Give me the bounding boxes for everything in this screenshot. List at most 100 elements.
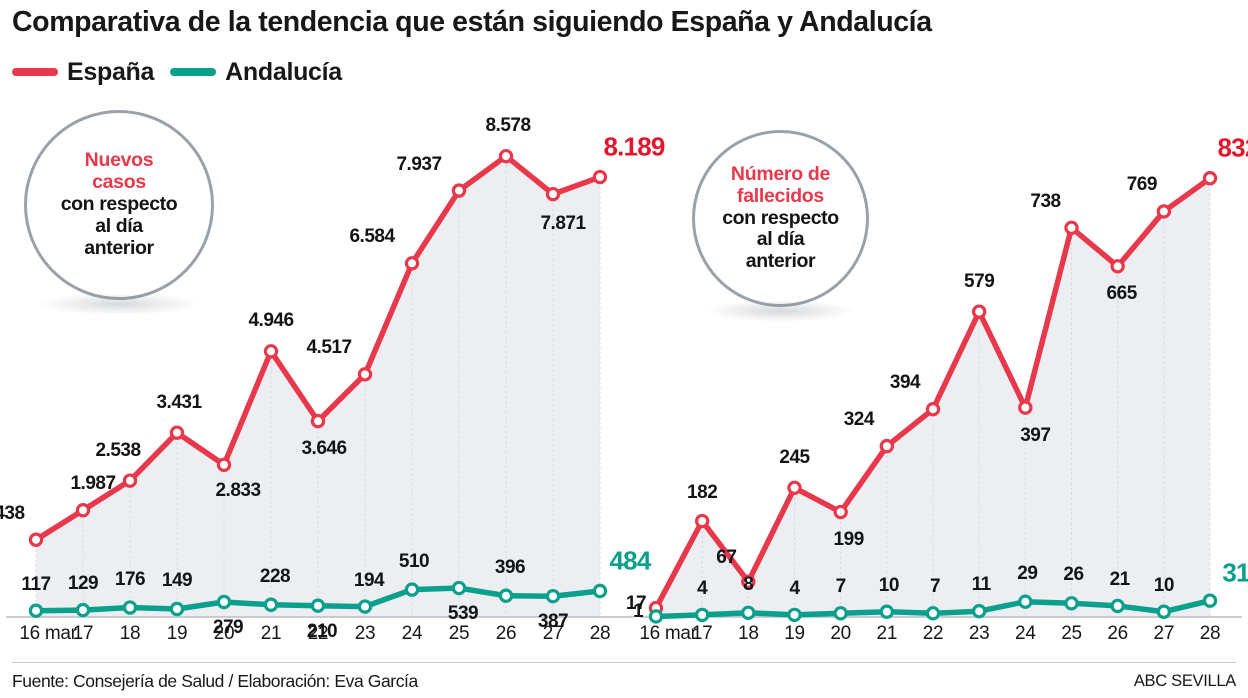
data-point-marker[interactable] [971, 604, 987, 619]
badge-line-5: anterior [745, 250, 816, 273]
x-axis-tick-label: 20 [213, 623, 235, 644]
data-point-marker[interactable] [545, 589, 561, 604]
data-label: 1.987 [70, 473, 116, 495]
data-point-marker[interactable] [169, 425, 185, 440]
data-point-marker[interactable] [169, 601, 185, 617]
data-label: 176 [114, 568, 146, 590]
data-label: 199 [833, 529, 865, 551]
data-point-marker[interactable] [122, 473, 138, 488]
data-point-marker[interactable] [75, 602, 91, 618]
data-point-marker[interactable] [122, 600, 138, 615]
data-point-marker[interactable] [694, 513, 710, 529]
data-point-marker[interactable] [1064, 220, 1079, 235]
data-label: 4.517 [306, 337, 352, 359]
legend-item-espana: España [12, 58, 154, 87]
data-point-marker[interactable] [1064, 596, 1079, 611]
data-point-marker[interactable] [787, 607, 802, 623]
x-axis-tick-label: 24 [401, 623, 423, 644]
data-label: 8.189 [603, 131, 665, 162]
badge-line-3: con respecto [722, 206, 839, 229]
data-point-marker[interactable] [310, 598, 326, 613]
data-label: 11 [971, 574, 992, 596]
data-label: 7 [835, 576, 847, 598]
data-point-marker[interactable] [741, 605, 756, 620]
data-label: 665 [1106, 283, 1138, 305]
data-label: 4.946 [248, 310, 294, 332]
badge-line-2: fallecidos [737, 184, 824, 207]
data-point-marker[interactable] [1018, 400, 1033, 415]
x-axis-tick-label: 18 [119, 623, 141, 644]
data-points-espana [28, 148, 608, 547]
data-point-marker[interactable] [879, 604, 895, 619]
data-point-marker[interactable] [357, 599, 373, 614]
data-point-marker[interactable] [28, 532, 44, 547]
data-point-marker[interactable] [1018, 594, 1033, 609]
data-label: 2.833 [215, 479, 261, 501]
chart-svg-nuevos-casos [6, 148, 634, 618]
chart-legend: España Andalucía [12, 55, 342, 89]
data-point-marker[interactable] [216, 457, 232, 472]
data-point-marker[interactable] [216, 594, 232, 610]
data-point-marker[interactable] [1110, 259, 1125, 274]
data-label: 738 [1030, 190, 1061, 212]
data-point-marker[interactable] [310, 413, 326, 429]
data-point-marker[interactable] [741, 574, 756, 589]
data-label: 10 [1153, 574, 1175, 596]
data-label: 31 [1222, 557, 1248, 588]
data-point-marker[interactable] [592, 583, 608, 599]
data-label: 579 [964, 270, 995, 292]
badge-line-4: al día [95, 214, 143, 237]
legend-item-andalucia: Andalucía [170, 58, 342, 87]
data-label: 3.646 [301, 438, 347, 460]
data-point-marker[interactable] [1202, 171, 1218, 186]
footer-brand-text: ABC SEVILLA [1133, 672, 1236, 690]
data-point-marker[interactable] [833, 504, 848, 520]
data-point-marker[interactable] [694, 607, 710, 623]
data-point-marker[interactable] [498, 148, 514, 164]
data-point-marker[interactable] [498, 588, 514, 603]
badge-nuevos-casos: Nuevos casos con respecto al día anterio… [24, 110, 214, 315]
data-label: 21 [1109, 568, 1131, 590]
data-point-marker[interactable] [1156, 604, 1172, 619]
x-axis-tick-label: 26 [495, 623, 517, 644]
data-label: 4 [697, 577, 708, 599]
data-point-marker[interactable] [925, 606, 941, 621]
data-point-marker[interactable] [787, 480, 802, 495]
x-axis-tick-label: 16 mar [639, 623, 697, 644]
data-point-marker[interactable] [879, 438, 895, 454]
data-label: 387 [537, 611, 569, 633]
data-label: 182 [687, 482, 718, 504]
legend-label-espana: España [67, 57, 155, 86]
data-point-marker[interactable] [451, 580, 467, 596]
data-point-marker[interactable] [404, 256, 420, 271]
data-point-marker[interactable] [1156, 204, 1172, 219]
badge-line-5: anterior [84, 236, 154, 259]
x-axis-tick-label: 23 [354, 623, 376, 644]
data-point-marker[interactable] [75, 503, 91, 518]
badge-numero-fallecidos: Número de fallecidos con respecto al día… [692, 130, 869, 322]
data-point-marker[interactable] [648, 609, 664, 624]
data-label: 397 [1020, 424, 1051, 446]
data-point-marker[interactable] [28, 603, 44, 618]
data-point-marker[interactable] [1202, 593, 1218, 608]
data-point-marker[interactable] [263, 597, 279, 612]
chart-panel-nuevos-casos: Nuevos casos con respecto al día anterio… [0, 88, 665, 648]
data-point-marker[interactable] [451, 183, 467, 198]
x-axis-tick-label: 19 [784, 623, 805, 644]
data-label: 832 [1217, 132, 1248, 163]
data-point-marker[interactable] [925, 402, 941, 417]
data-point-marker[interactable] [971, 304, 987, 319]
data-point-marker[interactable] [833, 606, 848, 621]
footer-source-text: Fuente: Consejería de Salud / Elaboració… [12, 671, 418, 691]
x-axis-tick-label: 22 [922, 623, 944, 644]
data-point-marker[interactable] [263, 344, 279, 359]
data-point-marker[interactable] [404, 582, 420, 597]
data-point-marker[interactable] [357, 367, 373, 382]
x-axis-tick-label: 23 [968, 623, 990, 644]
x-axis-tick-label: 28 [589, 623, 611, 644]
data-point-marker[interactable] [592, 169, 608, 185]
data-point-marker[interactable] [545, 186, 561, 202]
data-points-andalucia [28, 580, 608, 618]
data-point-marker[interactable] [1110, 598, 1125, 614]
